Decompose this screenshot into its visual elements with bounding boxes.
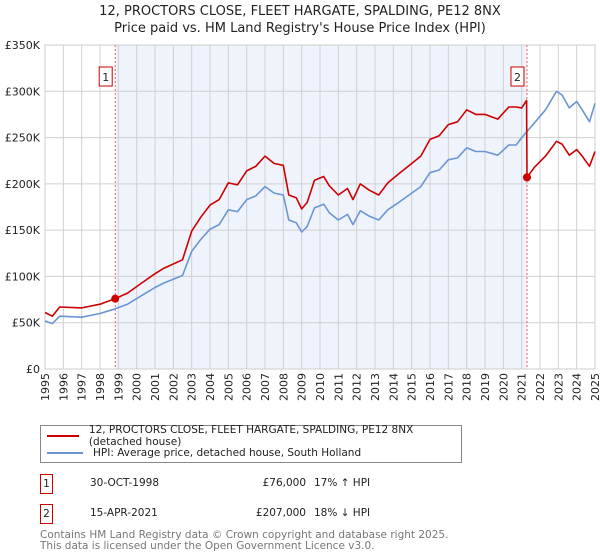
x-tick-label: 1995: [39, 373, 52, 401]
x-tick-label: 2001: [149, 373, 162, 401]
sale-point: [522, 173, 531, 182]
x-tick-label: 2003: [186, 373, 199, 401]
x-tick-label: 1998: [94, 373, 107, 401]
legend-item-property: 12, PROCTORS CLOSE, FLEET HARGATE, SPALD…: [47, 424, 461, 448]
shaded-period: [115, 45, 527, 369]
x-tick-label: 2018: [461, 373, 474, 401]
sale-marker-label: 1: [102, 71, 109, 84]
x-tick-label: 2024: [571, 373, 584, 401]
y-tick-label: £150K: [5, 224, 41, 237]
y-tick-label: £200K: [5, 178, 41, 191]
plot-area: 1995 1996 1997 1998 1999 2000 2001 2002 2003 2004…: [5, 39, 600, 401]
sale-marker-box: [510, 66, 525, 87]
x-tick-label: 2007: [259, 373, 272, 401]
sale-row: 2 15-APR-2021 £207,000 18% ↓ HPI: [40, 504, 600, 524]
chart-title: 12, PROCTORS CLOSE, FLEET HARGATE, SPALD…: [99, 4, 501, 19]
sale-marker-box: [98, 66, 113, 87]
x-tick-label: 2014: [387, 373, 400, 401]
legend-swatch-red: [47, 435, 79, 437]
sale-hpi: 18% ↓ HPI: [314, 507, 371, 519]
x-tick-label: 2011: [332, 373, 345, 401]
x-tick-label: 2025: [589, 373, 600, 401]
x-tick-label: 2015: [406, 373, 419, 401]
sale-point: [111, 294, 120, 303]
x-tick-label: 2000: [131, 373, 144, 401]
x-tick-label: 2008: [277, 373, 290, 401]
x-tick-label: 2020: [497, 373, 510, 401]
legend-item-hpi: HPI: Average price, detached house, Sout…: [47, 445, 361, 461]
y-tick-label: £350K: [5, 39, 41, 52]
y-tick-label: £300K: [5, 85, 41, 98]
footer-copyright: Contains HM Land Registry data © Crown c…: [40, 529, 449, 541]
sale-badge: 2: [40, 504, 53, 524]
sale-badge: 1: [40, 474, 53, 494]
x-tick-label: 2004: [204, 373, 217, 401]
y-tick-label: £250K: [5, 132, 41, 145]
hpi-line: [44, 90, 596, 325]
sale-price: £207,000: [255, 507, 306, 519]
y-tick-label: £50K: [12, 317, 41, 330]
legend: 12, PROCTORS CLOSE, FLEET HARGATE, SPALD…: [40, 424, 462, 463]
x-tick-label: 2012: [351, 373, 364, 401]
x-tick-label: 2022: [534, 373, 547, 401]
x-tick-label: 2009: [296, 373, 309, 401]
x-tick-label: 2023: [552, 373, 565, 401]
sale-hpi: 17% ↑ HPI: [314, 477, 371, 489]
y-tick-label: £100K: [5, 270, 41, 283]
legend-swatch-blue: [47, 452, 83, 454]
x-tick-label: 2016: [424, 373, 437, 401]
sale-price: £76,000: [262, 477, 306, 489]
legend-label: 12, PROCTORS CLOSE, FLEET HARGATE, SPALD…: [88, 424, 414, 448]
footer-licence: This data is licensed under the Open Gov…: [40, 540, 375, 552]
x-tick-label: 1997: [76, 373, 89, 401]
x-tick-label: 2005: [222, 373, 235, 401]
x-tick-label: 1999: [112, 373, 125, 401]
x-tick-label: 2010: [314, 373, 327, 401]
x-tick-label: 1996: [57, 373, 70, 401]
x-tick-label: 2021: [516, 373, 529, 401]
y-tick-label: £0: [26, 363, 40, 376]
x-tick-label: 2002: [167, 373, 180, 401]
x-tick-label: 2017: [442, 373, 455, 401]
sale-date: 15-APR-2021: [90, 507, 158, 519]
footer: Contains HM Land Registry data © Crown c…: [40, 530, 448, 552]
legend-label: HPI: Average price, detached house, Sout…: [93, 447, 362, 459]
x-tick-label: 2019: [479, 373, 492, 401]
x-tick-label: 2006: [241, 373, 254, 401]
sale-marker-label: 2: [514, 71, 521, 84]
price-paid-line: [44, 99, 596, 318]
sale-row: 1 30-OCT-1998 £76,000 17% ↑ HPI: [40, 474, 600, 494]
x-tick-label: 2013: [369, 373, 382, 401]
plot-border: [44, 44, 596, 370]
sale-date: 30-OCT-1998: [90, 477, 159, 489]
chart-subtitle: Price paid vs. HM Land Registry's House …: [114, 21, 486, 36]
